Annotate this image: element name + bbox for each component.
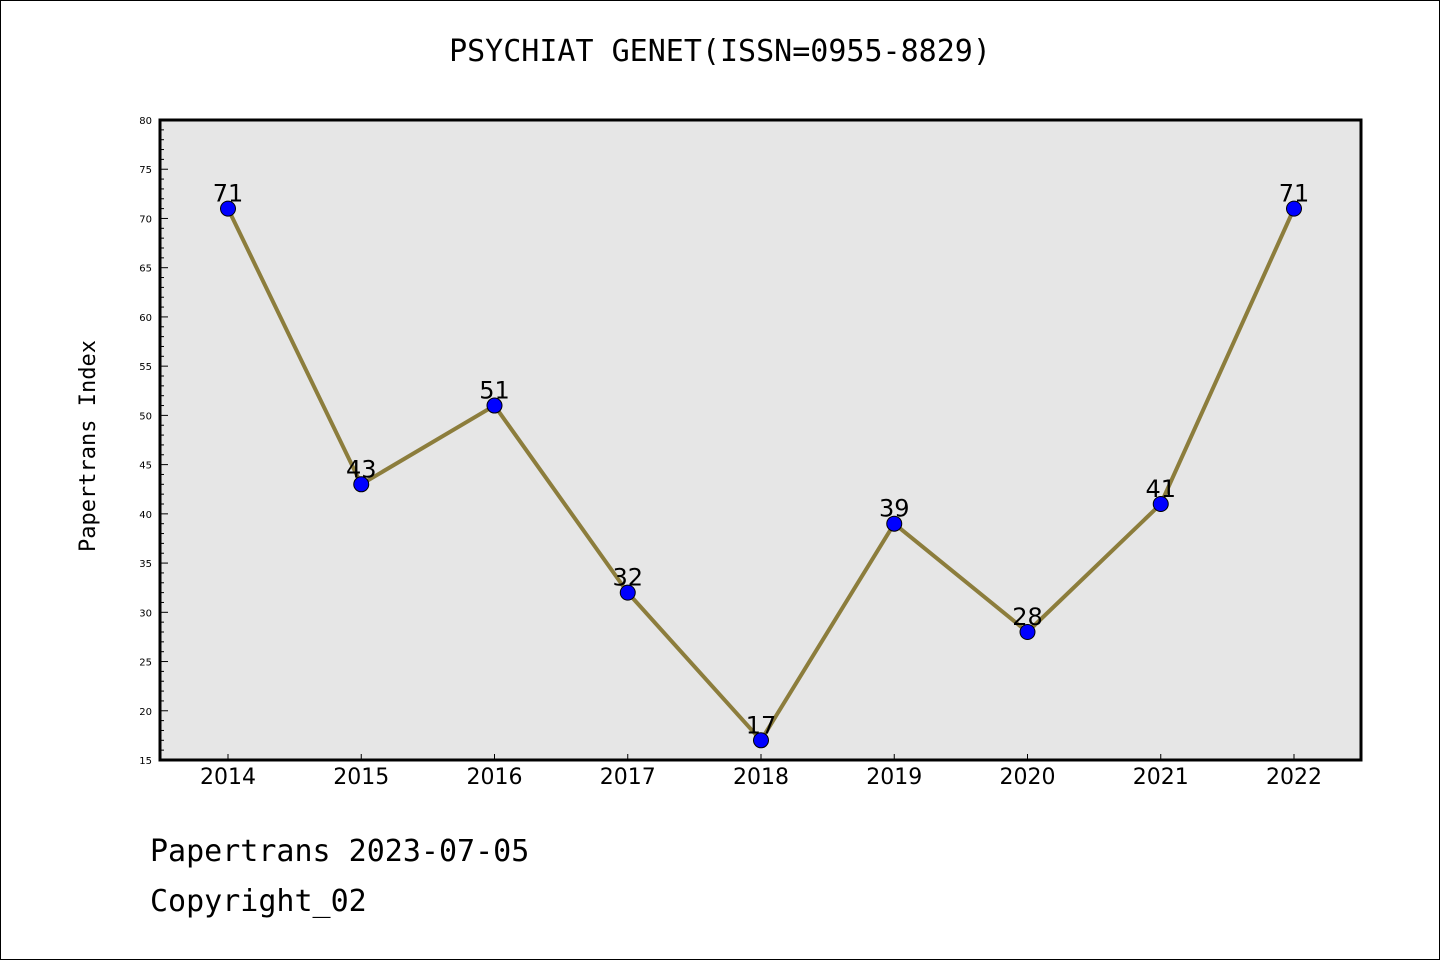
plot-area: [160, 120, 1361, 760]
data-label: 32: [612, 564, 643, 592]
data-label: 17: [746, 711, 777, 739]
data-label: 28: [1012, 603, 1043, 631]
y-tick-label: 55: [139, 362, 152, 373]
y-tick-label: 15: [139, 756, 152, 767]
data-labels: 71 43 51 32 17 39 28 41 71: [213, 180, 1310, 740]
x-tick-label: 2014: [200, 765, 256, 790]
x-tick-label: 2016: [467, 765, 523, 790]
footer-copyright: Copyright_02: [150, 884, 367, 919]
data-point: [1152, 496, 1169, 512]
y-tick-label: 45: [139, 461, 152, 472]
y-tick-label: 40: [139, 510, 152, 521]
data-label: 51: [479, 377, 510, 405]
data-point: [1286, 200, 1302, 217]
y-tick-label: 50: [139, 411, 152, 422]
x-tick-label: 2015: [333, 765, 389, 790]
y-tick-label: 60: [139, 313, 152, 324]
x-tick-label: 2021: [1133, 765, 1189, 790]
y-tick-label: 65: [139, 264, 152, 275]
data-point: [886, 515, 903, 532]
y-tick-label: 70: [139, 214, 152, 225]
data-label: 71: [213, 180, 244, 208]
series-layer: [220, 200, 1302, 749]
data-label: 39: [879, 495, 910, 523]
data-point: [486, 397, 503, 414]
x-tick-label: 2019: [866, 765, 922, 790]
data-point: [1019, 624, 1036, 640]
y-tick-label: 20: [139, 707, 152, 718]
x-tick-label: 2018: [733, 765, 789, 790]
footer-date: Papertrans 2023-07-05: [150, 834, 530, 869]
y-tick-label: 75: [139, 165, 152, 176]
data-point: [353, 476, 370, 493]
data-point: [753, 732, 769, 749]
x-axis-ticks: 2014 2015 2016 2017 2018 2019 2020 2021 2022: [200, 754, 1322, 790]
data-label: 71: [1279, 180, 1310, 208]
y-tick-label: 80: [139, 116, 152, 127]
data-point: [619, 584, 636, 601]
y-tick-label: 25: [139, 658, 152, 669]
data-label: 41: [1145, 475, 1176, 503]
data-point: [220, 200, 236, 217]
plot-border: [158, 118, 1363, 762]
chart-title: PSYCHIAT GENET(ISSN=0955-8829): [449, 34, 991, 69]
x-tick-label: 2022: [1266, 765, 1322, 790]
data-label: 43: [346, 455, 377, 483]
x-tick-label: 2020: [1000, 765, 1056, 790]
y-tick-label: 30: [139, 608, 152, 619]
y-tick-label: 35: [139, 559, 152, 570]
x-tick-label: 2017: [600, 765, 656, 790]
